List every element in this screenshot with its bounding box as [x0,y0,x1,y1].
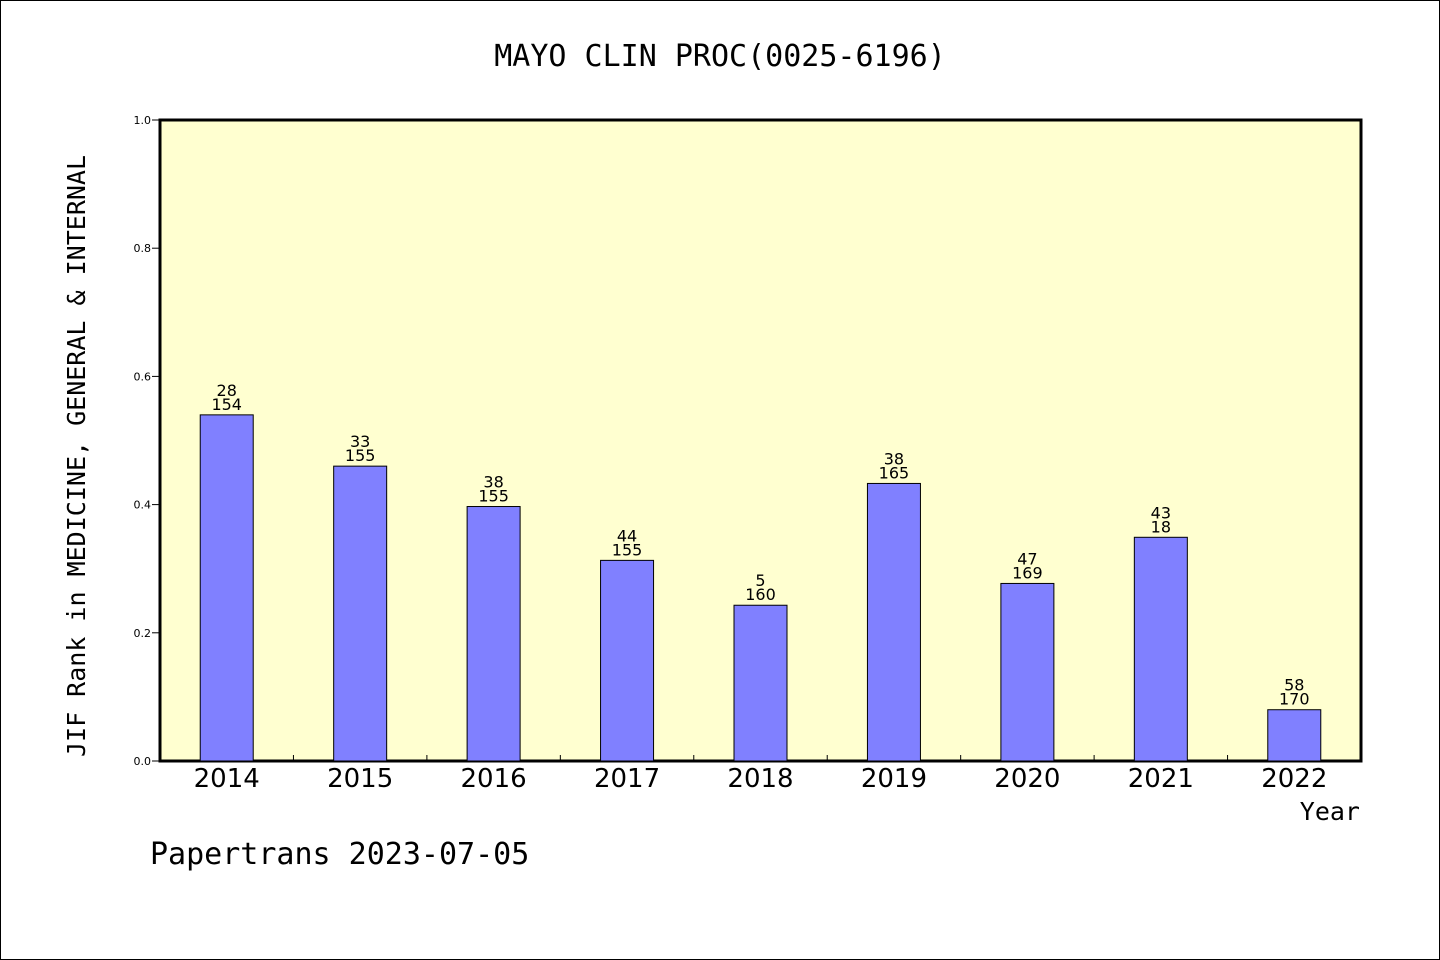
x-axis-ticks: 2014 2015 2016 2017 2018 2019 2020 2021 2022 [194,755,1327,794]
bar-2018 [733,604,788,762]
bar-2020 [1000,582,1055,762]
data-label-bottom: 154 [211,395,242,414]
y-tick-label: 0.0 [134,755,152,768]
y-axis-ticks: 0.0 0.2 0.4 0.6 0.8 1.0 [134,114,160,768]
bar-2017 [600,559,655,762]
data-label-top: 47 [1017,549,1037,568]
y-tick-label: 1.0 [134,114,152,127]
y-axis-label: JIF Rank in MEDICINE, GENERAL & INTERNAL [62,155,91,757]
x-tick-label: 2017 [594,764,660,794]
data-label-bottom: 155 [345,446,376,465]
x-tick-label: 2020 [994,764,1060,794]
data-label-bottom: 155 [612,540,643,559]
x-tick-label: 2019 [861,764,927,794]
x-tick-label: 2022 [1261,764,1327,794]
bar-2014 [199,414,254,762]
data-label-bottom: 18 [1151,517,1171,536]
x-tick-label: 2021 [1128,764,1194,794]
data-label-bottom: 169 [1012,563,1043,582]
x-axis-label: Year [1300,797,1360,826]
data-label-bottom: 165 [879,463,910,482]
bar-2021 [1133,536,1188,762]
bar-2015 [333,465,388,762]
data-label-top: 38 [483,473,503,492]
data-label-top: 38 [884,449,904,468]
chart-title: MAYO CLIN PROC(0025-6196) [494,39,946,74]
data-label-top: 58 [1284,676,1304,695]
x-tick-label: 2015 [327,764,393,794]
data-label-bottom: 160 [745,585,776,604]
y-tick-label: 0.6 [134,370,152,383]
x-tick-label: 2014 [194,764,260,794]
data-label-top: 33 [350,432,370,451]
bar-2019 [866,482,921,762]
data-label-top: 28 [217,381,237,400]
bar-2016 [466,506,521,762]
bars [199,414,1322,762]
data-label-top: 43 [1151,503,1171,522]
data-label-bottom: 170 [1279,690,1310,709]
x-tick-label: 2018 [727,764,793,794]
y-tick-label: 0.4 [134,499,152,512]
data-label-top: 5 [755,571,765,590]
footer-text: Papertrans 2023-07-05 [150,837,529,872]
data-label-bottom: 155 [478,487,509,506]
y-tick-label: 0.2 [134,627,152,640]
bar-2022 [1267,709,1322,762]
data-labels: 2815433155381554415551603816547169431858… [211,381,1309,709]
x-tick-label: 2016 [461,764,527,794]
y-tick-label: 0.8 [134,242,152,255]
data-label-top: 44 [617,526,637,545]
